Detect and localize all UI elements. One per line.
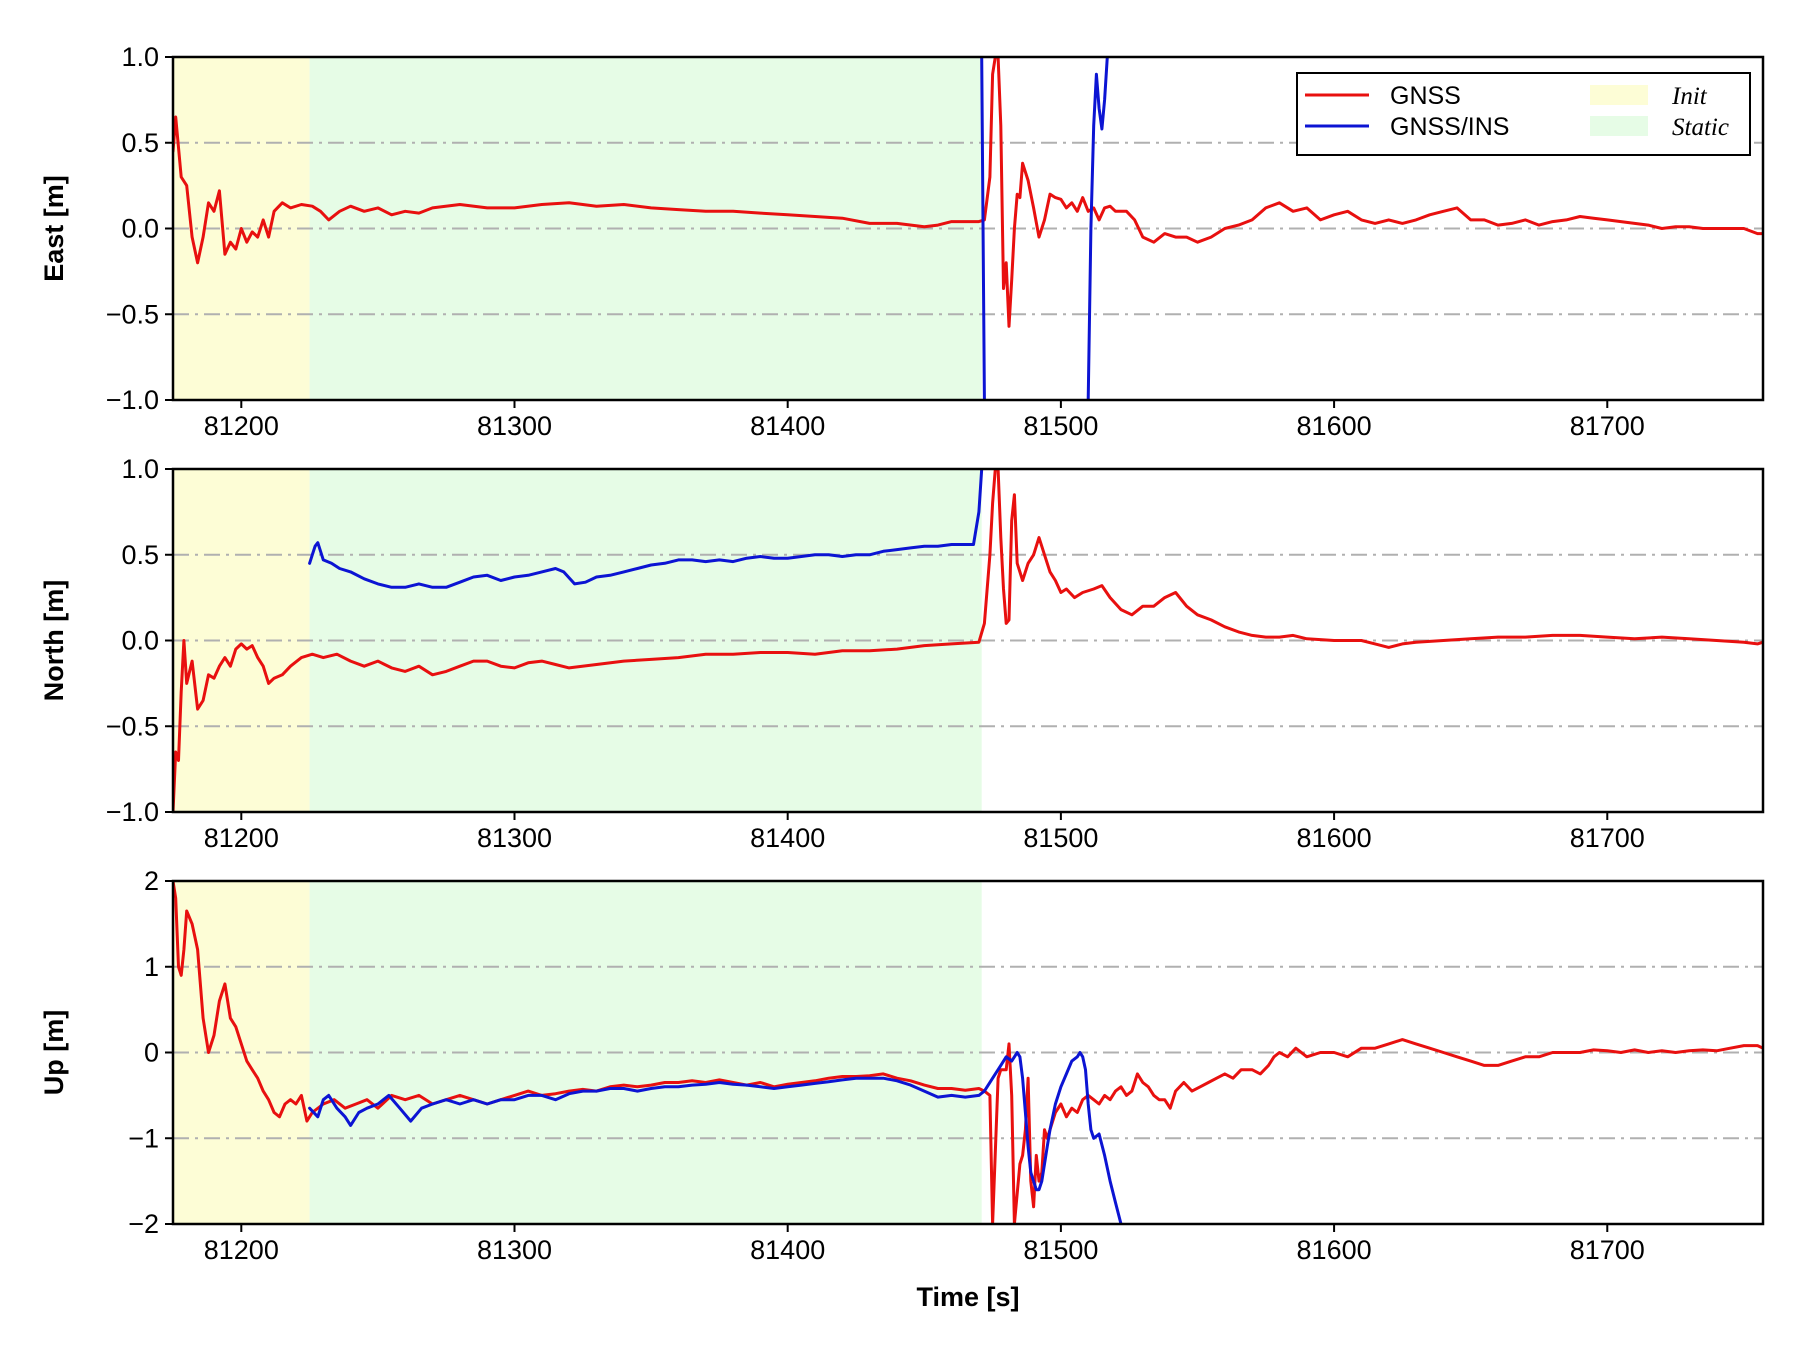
y-tick-label: −1 <box>128 1123 159 1153</box>
series-gnss-line <box>173 469 1763 812</box>
y-tick-label: 1 <box>144 952 159 982</box>
plot-area <box>173 469 1763 812</box>
x-axis-label: Time [s] <box>916 1282 1019 1312</box>
x-tick-label: 81600 <box>1297 823 1372 853</box>
x-tick-label: 81300 <box>477 411 552 441</box>
x-tick-label: 81700 <box>1570 1235 1645 1265</box>
y-tick-label: 0.5 <box>121 128 159 158</box>
series-gnss-ins-line <box>1086 57 1109 400</box>
legend-gnss-label: GNSS <box>1390 82 1461 110</box>
x-tick-label: 81500 <box>1023 1235 1098 1265</box>
x-tick-label: 81700 <box>1570 411 1645 441</box>
y-tick-label: 1.0 <box>121 454 159 484</box>
series-gnss-ins-line <box>308 469 984 589</box>
x-tick-label: 81500 <box>1023 823 1098 853</box>
y-tick-label: −0.5 <box>106 299 159 329</box>
series-gnss-ins-line <box>308 1051 1123 1224</box>
y-tick-label: 0.5 <box>121 540 159 570</box>
x-tick-label: 81400 <box>750 823 825 853</box>
x-tick-label: 81600 <box>1297 411 1372 441</box>
plot-area <box>173 57 1763 400</box>
y-axis-label: East [m] <box>39 175 69 282</box>
legend-gnss-ins-label: GNSS/INS <box>1390 113 1509 141</box>
x-tick-label: 81200 <box>204 411 279 441</box>
legend-box <box>1296 72 1751 156</box>
x-tick-label: 81200 <box>204 823 279 853</box>
x-tick-label: 81300 <box>477 1235 552 1265</box>
x-tick-label: 81400 <box>750 1235 825 1265</box>
y-tick-label: −2 <box>128 1209 159 1239</box>
legend-init-swatch <box>1590 85 1648 105</box>
panel-east: 81200 81300 81400 81500 81600 81700 1.0 0.5 0.0 −… <box>39 42 1765 441</box>
legend-init-label: Init <box>1671 83 1708 110</box>
y-tick-label: 0 <box>144 1038 159 1068</box>
y-tick-label: −0.5 <box>106 711 159 741</box>
legend: GNSS GNSS/INS Init Static <box>1296 72 1751 156</box>
plot-area <box>173 881 1763 1224</box>
panel-up: 81200 81300 81400 81500 81600 81700 2 1 0 −1 −2 Up … <box>39 866 1765 1265</box>
y-tick-label: 2 <box>144 866 159 896</box>
legend-static-swatch <box>1590 116 1648 136</box>
y-tick-label: 0.0 <box>121 214 159 244</box>
panel-north: 81200 81300 81400 81500 81600 81700 1.0 0.5 0.0 −… <box>39 454 1765 853</box>
x-tick-label: 81600 <box>1297 1235 1372 1265</box>
y-axis-label: North [m] <box>39 580 69 701</box>
y-tick-label: 0.0 <box>121 626 159 656</box>
y-tick-label: −1.0 <box>106 385 159 415</box>
x-tick-label: 81700 <box>1570 823 1645 853</box>
y-tick-label: −1.0 <box>106 797 159 827</box>
x-tick-label: 81400 <box>750 411 825 441</box>
legend-static-label: Static <box>1672 114 1729 141</box>
series-gnss-line <box>173 57 1763 328</box>
y-axis-label: Up [m] <box>39 1010 69 1095</box>
series-gnss-ins-line <box>980 57 986 400</box>
y-tick-label: 1.0 <box>121 42 159 72</box>
x-tick-label: 81500 <box>1023 411 1098 441</box>
x-tick-label: 81300 <box>477 823 552 853</box>
x-tick-label: 81200 <box>204 1235 279 1265</box>
